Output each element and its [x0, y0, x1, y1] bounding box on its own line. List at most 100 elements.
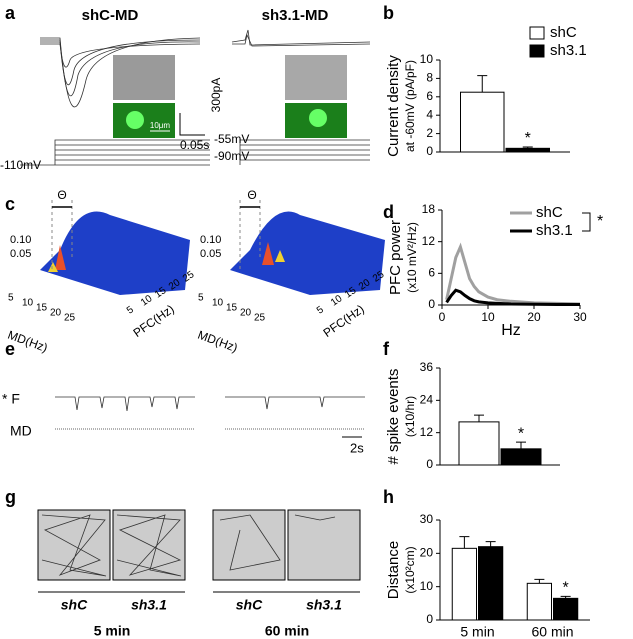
y-tick-label: 12	[420, 425, 434, 439]
trace-label: * F	[2, 391, 20, 407]
bar	[478, 546, 504, 621]
y-tick-label: 4	[426, 107, 433, 121]
y-axis-label: at -60mV (pA/pF)	[403, 60, 417, 152]
line	[445, 242, 581, 306]
annotation: *	[597, 213, 603, 230]
md-tick: 5	[198, 293, 204, 304]
time-label: 60 min	[265, 623, 309, 639]
y-tick-label: 0	[426, 612, 433, 626]
bar	[505, 147, 550, 153]
y-tick-label: 0	[428, 297, 435, 311]
annotation: *	[525, 130, 531, 147]
scale-label: 10μm	[150, 121, 171, 130]
group-label: shC	[236, 597, 263, 613]
y-tick-label: 36	[420, 360, 434, 374]
traces-e	[55, 396, 365, 438]
legend-label: sh3.1	[536, 222, 573, 239]
y-tick-label: 0	[426, 457, 433, 471]
md-tick: 10	[22, 298, 34, 309]
error-bar	[485, 541, 496, 547]
y-axis-label: PFC power	[387, 220, 404, 295]
md-tick: 20	[50, 308, 62, 319]
md-tick: 25	[254, 313, 266, 324]
bar	[458, 421, 500, 466]
error-bar	[534, 578, 545, 584]
error-bar	[516, 441, 526, 449]
trace-label: MD	[10, 423, 32, 439]
panel-label: f	[383, 339, 390, 359]
z-label: 0.05	[10, 248, 31, 260]
legend-swatch	[529, 44, 545, 58]
y-tick-label: 10	[420, 52, 434, 66]
error-bar	[459, 536, 470, 549]
trace-title: shC-MD	[82, 7, 139, 24]
y-tick-label: 18	[422, 202, 436, 216]
z-label: 0.10	[200, 234, 221, 246]
axis-label: PFC(Hz)	[131, 302, 177, 340]
legend-label: shC	[550, 24, 577, 41]
traces-a	[20, 29, 371, 166]
x-tick-label: 5 min	[460, 624, 494, 639]
x-tick-label: 20	[527, 310, 541, 324]
panel-label: d	[383, 202, 394, 222]
surface-plots	[40, 200, 385, 295]
legend-label: sh3.1	[550, 42, 587, 59]
bar	[500, 448, 542, 466]
bar	[526, 582, 552, 621]
arenas	[37, 509, 361, 593]
panel-label: e	[5, 339, 15, 359]
y-axis-label: (x10/hr)	[403, 396, 417, 437]
bar	[451, 547, 477, 621]
x-tick-label: 30	[573, 310, 587, 324]
y-axis-label: (x10²cm)	[403, 546, 417, 593]
md-tick: 10	[212, 298, 224, 309]
z-label: 0.10	[10, 234, 31, 246]
legend-label: shC	[536, 204, 563, 221]
line	[445, 288, 580, 306]
y-tick-label: 2	[426, 126, 433, 140]
annotation: *	[563, 580, 569, 597]
y-axis-label: Current density	[385, 55, 402, 157]
y-tick-label: 10	[420, 579, 434, 593]
x-axis-label: Hz	[501, 322, 521, 339]
theta-label: Θ	[57, 188, 66, 202]
time-label: 5 min	[94, 623, 131, 639]
scale-label: 2s	[350, 440, 364, 455]
panel-label: b	[383, 3, 394, 23]
x-tick-label: 0	[439, 310, 446, 324]
x-tick-label: 60 min	[531, 624, 573, 639]
y-tick-label: 6	[428, 266, 435, 280]
pfc-tick: 10	[329, 293, 345, 309]
md-tick: 25	[64, 313, 76, 324]
pfc-tick: 5	[125, 304, 136, 316]
md-tick: 15	[226, 303, 238, 314]
y-tick-label: 12	[422, 234, 436, 248]
error-bar	[560, 595, 571, 599]
panel-label: c	[5, 194, 15, 214]
z-label: 0.05	[200, 248, 221, 260]
y-tick-label: 24	[420, 393, 434, 407]
annotation: *	[518, 425, 524, 442]
trace-title: sh3.1-MD	[262, 7, 329, 24]
y-axis-label: # spike events	[385, 369, 402, 465]
y-axis-label: (x10 mV²/Hz)	[405, 222, 419, 293]
axis-label: PFC(Hz)	[321, 302, 367, 340]
voltage-label: -110mV	[0, 158, 41, 172]
y-tick-label: 8	[426, 71, 433, 85]
y-tick-label: 20	[420, 546, 434, 560]
voltage-label: -90mV	[214, 149, 249, 163]
bar	[553, 597, 579, 621]
error-bar	[522, 146, 533, 149]
md-tick: 15	[36, 303, 48, 314]
error-bar	[477, 75, 488, 93]
scale-label: 300pA	[209, 78, 223, 113]
group-label: sh3.1	[306, 597, 342, 613]
y-axis-label: Distance	[385, 541, 402, 599]
panel-label: h	[383, 487, 394, 507]
voltage-label: -55mV	[214, 132, 249, 146]
y-tick-label: 30	[420, 512, 434, 526]
theta-label: Θ	[247, 188, 256, 202]
error-bar	[474, 414, 484, 422]
panel-label: g	[5, 487, 16, 507]
